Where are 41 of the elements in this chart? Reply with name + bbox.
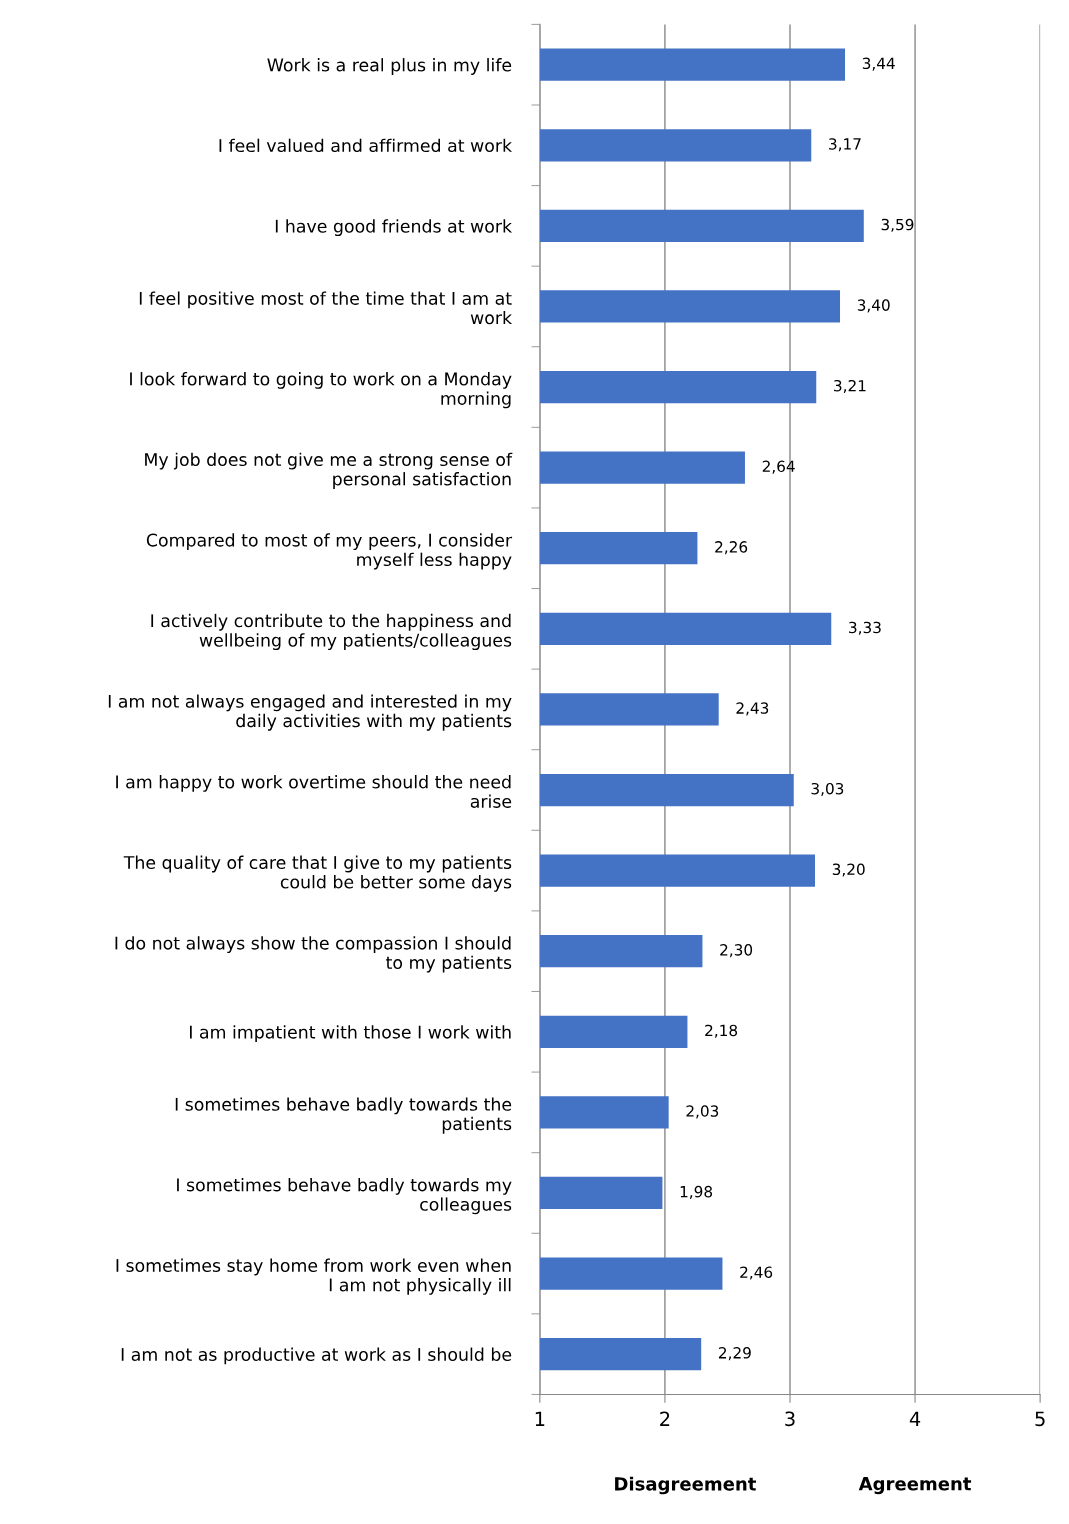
data-label: 2,26	[715, 541, 748, 555]
y-tick-label: I am not always engaged and interested in my daily activities with my patients	[108, 694, 512, 731]
y-tick-label: I feel positive most of the time that I am at work	[139, 291, 513, 325]
y-tick-label: I sometimes behave badly towards the patients	[175, 1097, 512, 1134]
y-tick-label: I am happy to work overtime should the need arise	[116, 775, 512, 808]
data-label: 3,33	[849, 621, 881, 635]
data-label: 1,98	[680, 1185, 713, 1199]
x-tick-label: 1	[535, 1411, 545, 1426]
x-tick-label: 5	[1035, 1411, 1045, 1427]
y-tick-label: The quality of care that I give to my patients could be better some days	[123, 855, 512, 892]
data-label: 3,03	[811, 782, 844, 797]
y-tick-label: My job does not give me a strong sense of personal satisfaction	[145, 452, 513, 489]
y-tick-label: I sometimes behave badly towards my colleagues	[177, 1177, 512, 1215]
data-label: 2,64	[762, 460, 795, 474]
data-label: 3,40	[857, 299, 890, 313]
data-label: 2,03	[686, 1105, 719, 1119]
text: Disagreement	[615, 1476, 756, 1495]
text: Agreement	[858, 1477, 972, 1495]
data-label: 3,21	[834, 379, 866, 394]
y-tick-label: I have good friends at work	[275, 219, 513, 237]
y-tick-label: I am not as productive at work as I should be	[121, 1347, 512, 1365]
y-tick-label: Compared to most of my peers, I consider myself less happy	[146, 533, 513, 570]
data-label: 2,30	[720, 944, 753, 958]
y-tick-label: I feel valued and affirmed at work	[219, 138, 513, 153]
x-tick-label: 3	[785, 1411, 795, 1427]
data-label: 2,46	[740, 1266, 773, 1280]
y-tick-label: I look forward to going to work on a Monday morning	[130, 372, 512, 409]
data-label: 2,43	[736, 702, 769, 716]
x-tick-label: 2	[660, 1411, 670, 1426]
data-label: 2,18	[705, 1024, 738, 1038]
data-label: 3,59	[881, 218, 914, 232]
x-tick-label: 4	[909, 1411, 921, 1426]
data-label: 3,44	[862, 57, 895, 71]
data-label: 2,29	[718, 1347, 751, 1361]
y-tick-label: I sometimes stay home from work even when I am not physically ill	[116, 1258, 511, 1295]
y-tick-label: I actively contribute to the happiness and wellbeing of my patients/colleagues	[151, 613, 512, 651]
y-tick-label: Work is a real plus in my life	[267, 58, 512, 75]
y-tick-label: I am impatient with those I work with	[190, 1025, 511, 1042]
data-label: 3,17	[829, 138, 861, 152]
y-tick-label: I do not always show the compassion I should to my patients	[115, 936, 512, 973]
data-label: 3,20	[832, 863, 865, 877]
